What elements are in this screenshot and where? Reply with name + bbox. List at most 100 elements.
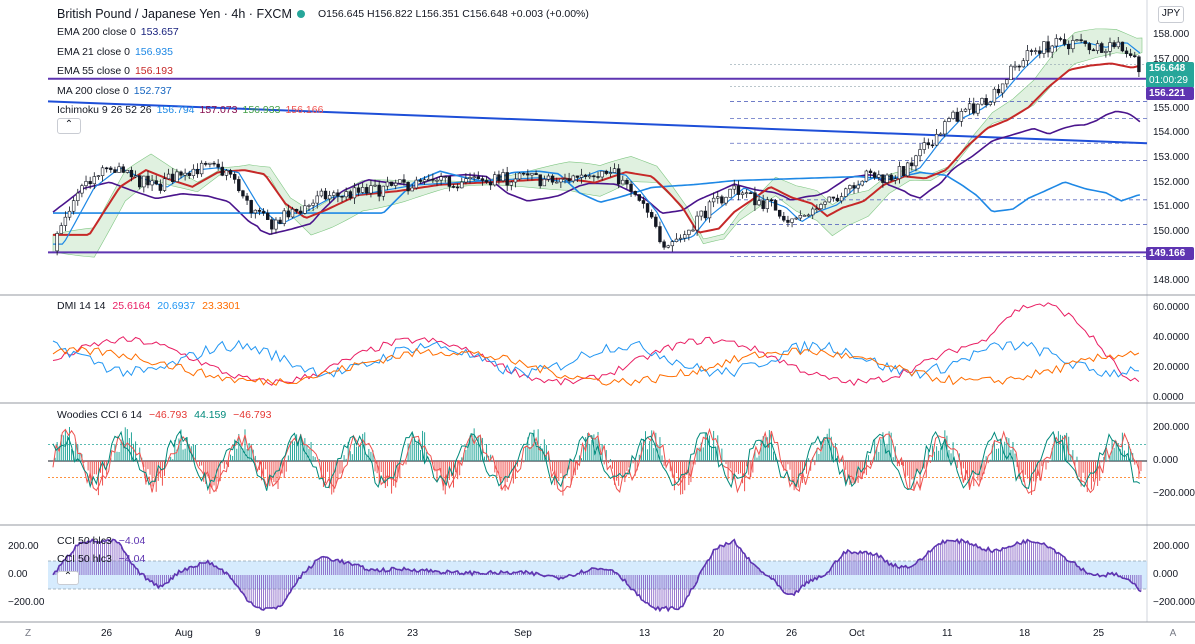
candle-body [460, 181, 464, 189]
ema200-line [52, 110, 1141, 236]
candle-body [839, 196, 844, 202]
candle-body [583, 174, 588, 177]
axis-label: 155.000 [1153, 102, 1190, 114]
time-axis-label: 13 [639, 628, 651, 639]
candle-body [488, 181, 493, 186]
candle-body [711, 197, 716, 203]
candle-body [848, 185, 852, 190]
candle-body [926, 142, 931, 146]
candle-body [282, 210, 286, 224]
cci-collapse-button[interactable]: ⌃ [57, 571, 79, 585]
cci-legend-2: CCI 50 hlc3 −4.04 [57, 553, 145, 565]
indicator-row[interactable]: EMA 200 close 0 153.657 [57, 26, 179, 38]
indicator-row[interactable]: EMA 55 close 0 156.193 [57, 65, 173, 77]
candle-body [897, 166, 902, 180]
collapse-legend-button[interactable]: ⌃ [57, 118, 81, 134]
candle-body [852, 185, 856, 189]
axis-label: −200.000 [1153, 488, 1195, 499]
cci-value-2: −4.04 [118, 553, 146, 565]
candle-body [336, 192, 340, 197]
candle-body [637, 194, 642, 201]
candle-body [299, 210, 303, 214]
indicator-label: MA 200 close 0 [57, 84, 129, 97]
axis-label: −200.000 [1153, 597, 1195, 608]
candle-body [175, 171, 179, 182]
indicator-value: 152.737 [133, 84, 172, 97]
dmi-legend: DMI 14 14 25.6164 20.6937 23.3301 [57, 300, 240, 312]
candle-body [901, 166, 906, 177]
candle-body [658, 226, 662, 243]
candle-body [992, 88, 997, 103]
candle-body [113, 169, 117, 173]
candle-body [699, 210, 703, 217]
candle-body [261, 211, 266, 214]
candle-body [344, 191, 348, 198]
candle-body [1033, 50, 1038, 52]
candle-body [592, 175, 596, 178]
ema55-line [53, 62, 1141, 236]
ichimoku-value: 156.794 [156, 104, 195, 116]
candle-body [191, 168, 196, 176]
candle-body [381, 185, 386, 197]
axis-label: 150.000 [1153, 225, 1190, 237]
candle-body [1128, 53, 1133, 56]
time-axis-label: 23 [407, 628, 419, 639]
candle-body [455, 186, 460, 189]
candle-body [294, 208, 299, 212]
candle-body [744, 192, 749, 195]
currency-button[interactable]: JPY [1158, 6, 1184, 23]
axis-label: 0.000 [1153, 569, 1179, 580]
candle-body [158, 183, 163, 191]
candle-body [377, 184, 381, 197]
indicator-row[interactable]: MA 200 close 0 152.737 [57, 85, 172, 97]
timezone-button[interactable]: Z [24, 628, 32, 639]
candle-body [286, 210, 291, 218]
candle-body [121, 166, 125, 173]
candle-body [1075, 39, 1079, 41]
axis-label: 153.000 [1153, 152, 1190, 163]
axis-label: 60.0000 [1153, 302, 1190, 313]
candle-body [939, 133, 943, 136]
chevron-up-icon: ⌃ [64, 119, 74, 130]
candle-body [534, 173, 538, 176]
candle-body [133, 175, 138, 178]
candle-body [980, 98, 984, 105]
candle-body [608, 172, 613, 174]
ichimoku-legend[interactable]: Ichimoku 9 26 52 26 156.794 157.073 156.933… [57, 104, 323, 116]
candle-body [88, 181, 92, 185]
indicator-value: 153.657 [140, 26, 179, 38]
candle-body [600, 170, 604, 178]
candle-body [1013, 65, 1017, 68]
candle-body [422, 179, 427, 182]
candle-body [567, 178, 571, 182]
axis-label: 151.000 [1153, 201, 1190, 213]
candle-body [550, 175, 555, 183]
indicator-row[interactable]: EMA 21 close 0 156.935 [57, 46, 173, 58]
auto-scale-button[interactable]: A [1169, 628, 1177, 639]
candle-body [703, 210, 708, 219]
axis-label: −200.00 [8, 597, 45, 608]
candle-body [484, 180, 489, 183]
bar-countdown: 01:00:29 [1149, 75, 1188, 86]
ohlc-readout: O156.645 H156.822 L156.351 C156.648 +0.0… [318, 8, 589, 20]
candle-body [493, 174, 497, 186]
candle-body [505, 172, 509, 186]
candle-body [187, 172, 191, 176]
woodies-v3: −46.793 [233, 409, 272, 421]
candle-body [811, 208, 815, 216]
candle-body [125, 169, 130, 173]
candle-body [1005, 79, 1009, 85]
candle-body [691, 229, 695, 232]
candle-body [393, 182, 398, 186]
candle-body [596, 176, 600, 178]
candle-body [827, 196, 831, 203]
axis-label: 0.00 [8, 569, 28, 580]
candle-body [340, 195, 344, 198]
woodies-legend: Woodies CCI 6 14 −46.793 44.159 −46.793 [57, 409, 271, 421]
candle-body [220, 166, 224, 176]
candle-body [270, 219, 274, 230]
candle-body [860, 180, 864, 186]
candle-body [868, 170, 873, 174]
time-axis-label: 25 [1093, 628, 1105, 639]
